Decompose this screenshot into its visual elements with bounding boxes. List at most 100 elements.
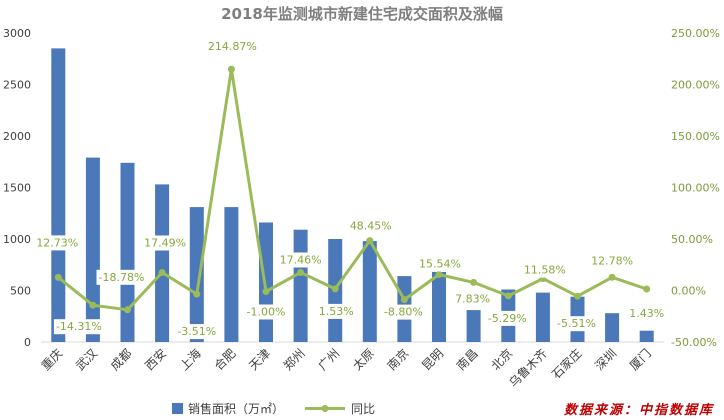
sales-bar-3: [155, 184, 170, 342]
yoy-label-16: 12.78%: [591, 254, 633, 267]
y-right-tick-label: 0.00%: [671, 285, 706, 298]
x-tick-label-7: 郑州: [280, 346, 308, 374]
yoy-label-bg-2: [96, 269, 147, 285]
y-left-tick-label: 3000: [3, 27, 31, 40]
x-tick-label-5: 合肥: [211, 346, 239, 374]
yoy-label-14: 11.58%: [524, 264, 566, 277]
yoy-point-0: [54, 273, 62, 281]
yoy-label-3: 17.49%: [144, 237, 186, 250]
yoy-point-15: [574, 292, 581, 300]
yoy-label-bg-9: [347, 218, 394, 234]
y-right-tick-label: 50.00%: [671, 233, 713, 246]
yoy-label-group-1: -14.31%: [53, 319, 104, 335]
yoy-label-bg-13: [485, 310, 529, 326]
yoy-label-group-5: 214.87%: [205, 39, 259, 55]
x-tick-label-4: 上海: [176, 346, 204, 374]
legend: 销售面积（万㎡） 同比: [172, 401, 375, 416]
yoy-label-15: -5.51%: [557, 317, 596, 330]
yoy-label-group-17: 1.43%: [627, 306, 667, 321]
yoy-label-0: 12.73%: [36, 236, 78, 249]
yoy-label-bg-14: [521, 262, 568, 278]
x-tick-label-10: 南京: [384, 346, 412, 374]
yoy-line: [57, 67, 648, 312]
yoy-label-bg-10: [381, 304, 425, 320]
yoy-label-10: -8.80%: [384, 306, 423, 319]
yoy-label-bg-0: [34, 235, 81, 251]
yoy-label-group-3: 17.49%: [142, 235, 189, 251]
yoy-label-bg-16: [589, 253, 636, 269]
yoy-label-group-15: -5.51%: [555, 316, 598, 332]
y-right-tick-label: 150.00%: [671, 130, 720, 143]
data-source: 数据来源：中指数据库: [564, 402, 715, 418]
yoy-label-group-6: -1.00%: [244, 304, 288, 320]
sales-bar-17: [639, 330, 654, 342]
x-tick-label-16: 深圳: [592, 346, 619, 373]
sales-bar-5: [224, 207, 239, 342]
chart-title: 2018年监测城市新建住宅成交面积及涨幅: [221, 5, 503, 23]
yoy-label-bg-7: [277, 252, 324, 268]
yoy-point-4: [193, 290, 201, 298]
yoy-label-bg-5: [205, 39, 259, 55]
yoy-label-11: 15.54%: [419, 258, 461, 271]
legend-line-label: 同比: [351, 402, 375, 416]
sales-bar-4: [189, 207, 204, 342]
y-left-tick-label: 1000: [3, 233, 31, 246]
x-tick-label-17: 厦门: [626, 346, 654, 374]
sales-bar-9: [362, 241, 377, 342]
yoy-label-bg-3: [142, 235, 189, 251]
yoy-point-11: [435, 271, 443, 278]
x-tick-label-3: 西安: [142, 346, 170, 374]
yoy-point-12: [470, 278, 478, 286]
legend-line-marker: [321, 405, 329, 412]
yoy-label-bg-15: [555, 316, 598, 332]
y-right-tick-label: 200.00%: [671, 79, 720, 92]
x-tick-label-8: 广州: [315, 346, 342, 373]
legend-bar-label: 销售面积（万㎡）: [188, 401, 284, 416]
yoy-point-5: [227, 65, 235, 73]
yoy-point-8: [331, 285, 339, 293]
x-tick-label-1: 武汉: [73, 346, 100, 373]
yoy-label-9: 48.45%: [350, 220, 392, 233]
sales-bar-12: [466, 310, 481, 342]
yoy-label-bg-8: [316, 303, 356, 319]
yoy-label-bg-11: [417, 256, 463, 272]
sales-bar-1: [85, 157, 100, 342]
yoy-label-17: 1.43%: [629, 307, 664, 320]
yoy-point-6: [262, 288, 270, 295]
sales-bar-14: [535, 292, 550, 342]
yoy-point-3: [158, 269, 166, 276]
yoy-label-group-8: 1.53%: [316, 303, 356, 319]
sales-bar-7: [293, 229, 308, 342]
x-tick-label-0: 重庆: [39, 346, 66, 373]
yoy-label-6: -1.00%: [247, 306, 286, 319]
yoy-point-7: [297, 269, 305, 276]
y-right-tick-label: -50.00%: [671, 336, 717, 349]
x-tick-label-2: 成都: [108, 346, 135, 373]
yoy-label-bg-1: [53, 319, 104, 335]
x-tick-label-11: 昆明: [419, 346, 446, 373]
yoy-label-bg-6: [244, 304, 288, 320]
yoy-label-group-14: 11.58%: [521, 262, 568, 278]
plot-area: 0 500 1000 1500 2000 2500 3000 -50.00% 0.00% 50.0…: [3, 27, 720, 390]
yoy-point-10: [400, 296, 408, 304]
x-tick-label-13: 北京: [489, 346, 516, 373]
yoy-label-group-12: 7.83%: [453, 291, 493, 307]
x-tick-label-14: 乌鲁木齐: [505, 346, 550, 391]
yoy-point-9: [366, 237, 374, 245]
yoy-label-group-13: -5.29%: [485, 310, 529, 326]
y-left-tick-label: 0: [24, 336, 31, 349]
yoy-label-1: -14.31%: [56, 320, 102, 333]
x-tick-label-9: 太原: [349, 346, 377, 374]
y-left-tick-label: 2500: [3, 79, 31, 92]
yoy-label-group-11: 15.54%: [417, 256, 463, 272]
x-tick-label-12: 南昌: [453, 346, 481, 374]
yoy-label-4: -3.51%: [177, 325, 216, 338]
sales-bar-16: [605, 313, 620, 342]
y-right-tick-label: 100.00%: [671, 182, 720, 195]
sales-bar-0: [51, 48, 66, 343]
yoy-label-group-9: 48.45%: [347, 218, 394, 234]
yoy-point-13: [504, 292, 512, 300]
yoy-label-bg-12: [453, 291, 493, 307]
yoy-label-group-16: 12.78%: [589, 253, 636, 269]
x-tick-label-15: 石家庄: [549, 346, 585, 382]
